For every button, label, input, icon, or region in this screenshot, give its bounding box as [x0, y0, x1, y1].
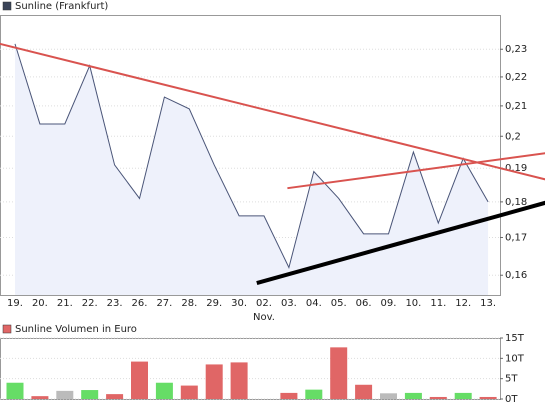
x-tick-label: 11. — [430, 298, 446, 309]
x-tick-label: 28. — [181, 298, 197, 309]
chart-title: Sunline (Frankfurt) — [15, 1, 108, 12]
volume-bar — [81, 390, 99, 399]
volume-bar — [230, 362, 248, 399]
x-tick-label: 26. — [132, 298, 148, 309]
volume-bar — [355, 384, 373, 399]
x-tick-label: 19. — [7, 298, 23, 309]
y-tick-label: 0,16 — [505, 270, 527, 281]
x-tick-label: 27. — [156, 298, 172, 309]
x-tick-label: 12. — [455, 298, 471, 309]
x-tick-label: 29. — [206, 298, 222, 309]
chart-title: Sunline Volumen in Euro — [15, 324, 137, 335]
volume-bar — [305, 389, 323, 399]
area — [15, 43, 489, 295]
legend-swatch — [2, 1, 12, 11]
volume-bar — [155, 382, 173, 399]
volume-bar — [454, 392, 472, 399]
volume-bar — [131, 361, 148, 399]
volume-bar — [205, 364, 223, 399]
y-tick-label: 10T — [505, 353, 525, 364]
y-tick-label: 0,21 — [505, 101, 527, 112]
volume-bar — [180, 385, 198, 399]
y-tick-label: 0,19 — [505, 163, 527, 174]
volume-bar — [31, 396, 49, 399]
y-tick-label: 0,23 — [505, 44, 527, 55]
volume-bar — [106, 394, 124, 399]
volume-bar — [404, 392, 422, 399]
x-tick-label: 30. — [231, 298, 247, 309]
y-tick-label: 0,2 — [505, 131, 521, 142]
trend-line — [287, 152, 545, 190]
volume-bar — [380, 393, 397, 399]
y-tick-label: 5T — [505, 374, 518, 385]
plot-frame — [0, 338, 501, 400]
volume-bar — [330, 347, 348, 399]
trend-line — [256, 200, 545, 285]
x-tick-label: 20. — [32, 298, 48, 309]
x-tick-label: 22. — [82, 298, 98, 309]
y-tick-label: 0,17 — [505, 232, 527, 243]
plot-frame — [0, 15, 501, 296]
x-tick-label: 13. — [480, 298, 496, 309]
x-tick-label: 05. — [331, 298, 347, 309]
volume-bar — [56, 390, 74, 399]
x-tick-label: 03. — [281, 298, 297, 309]
volume-bar — [429, 396, 447, 399]
x-tick-label: 10. — [405, 298, 421, 309]
x-tick-label: 09. — [381, 298, 397, 309]
legend-swatch — [2, 324, 12, 334]
x-tick-label: 06. — [356, 298, 372, 309]
y-tick-label: 15T — [505, 333, 525, 344]
volume-bar — [6, 382, 24, 399]
y-tick-label: 0,18 — [505, 197, 527, 208]
x-tick-label: 02. — [256, 298, 272, 309]
x-tick-label: 21. — [57, 298, 73, 309]
y-tick-label: 0,22 — [505, 72, 527, 83]
volume-bar — [479, 396, 497, 399]
price-line — [14, 43, 489, 269]
volume-bar — [280, 392, 298, 399]
annotation: Nov. — [253, 312, 275, 323]
y-tick-label: 0T — [505, 394, 518, 405]
x-tick-label: 04. — [306, 298, 322, 309]
x-tick-label: 23. — [107, 298, 123, 309]
trend-line — [0, 42, 545, 181]
